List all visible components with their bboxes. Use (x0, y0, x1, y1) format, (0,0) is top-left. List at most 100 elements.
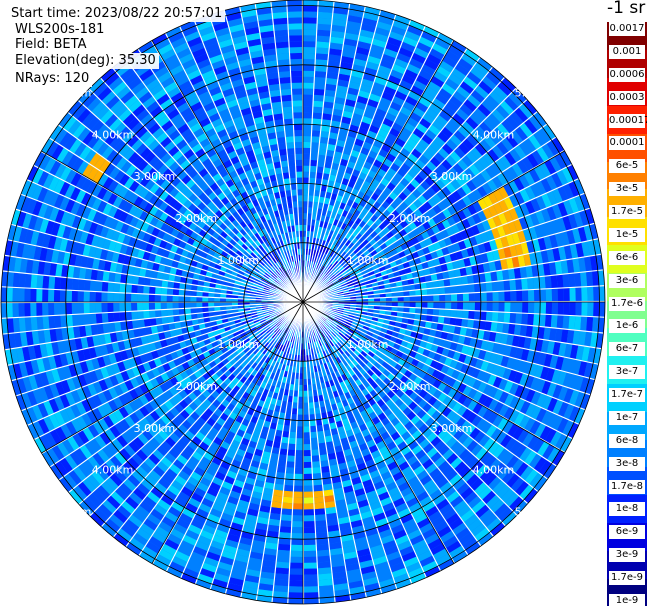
range-gate (314, 491, 324, 498)
range-gate (427, 309, 433, 316)
range-gate (304, 580, 318, 586)
range-gate (310, 160, 317, 166)
range-gate (280, 443, 288, 450)
range-gate (1, 303, 7, 318)
range-gate (521, 278, 528, 289)
range-gate (90, 281, 97, 292)
range-gate (293, 509, 303, 515)
range-gate (273, 490, 283, 497)
range-gate (432, 281, 439, 288)
range-gate (293, 503, 303, 509)
range-gate (72, 279, 79, 291)
range-gate (276, 568, 290, 575)
range-gate (119, 303, 125, 312)
range-gate (149, 310, 156, 318)
range-gate (451, 294, 457, 302)
range-gate (317, 161, 324, 168)
range-gate (314, 89, 325, 96)
range-gate (286, 467, 295, 474)
range-gate (319, 149, 327, 156)
range-gate (557, 275, 564, 288)
range-gate (310, 420, 316, 426)
range-gate (433, 295, 439, 302)
range-gate (297, 415, 303, 421)
range-gate (37, 275, 44, 288)
range-gate (190, 302, 196, 308)
range-gate (292, 521, 303, 527)
range-gate (509, 280, 516, 291)
range-gate (469, 302, 475, 310)
range-gate (294, 480, 303, 486)
range-gate (480, 311, 487, 320)
range-gate (291, 414, 297, 420)
range-gate (303, 118, 312, 124)
range-gate (202, 297, 208, 302)
range-gate (31, 317, 38, 331)
range-gate (576, 302, 582, 316)
range-gate (173, 289, 179, 296)
range-gate (25, 274, 32, 288)
range-gate (290, 420, 296, 426)
range-gate (312, 130, 321, 137)
range-gate (304, 592, 318, 598)
range-gate (280, 526, 292, 533)
range-gate (310, 154, 318, 160)
range-gate (310, 432, 317, 439)
range-gate (449, 278, 456, 286)
range-gate (289, 586, 303, 592)
range-gate (320, 460, 329, 467)
range-gate (581, 287, 587, 301)
range-gate (114, 283, 121, 293)
range-gate (196, 302, 202, 307)
range-gate (504, 280, 511, 290)
range-gate (318, 443, 326, 450)
range-gate (287, 450, 295, 457)
range-gate (179, 296, 185, 302)
range-gate (563, 274, 570, 287)
range-gate (202, 302, 208, 307)
range-gate (137, 311, 144, 319)
range-gate (313, 485, 323, 492)
range-gate (317, 550, 330, 557)
range-gate (510, 313, 517, 324)
range-gate (107, 303, 113, 313)
range-gate (492, 312, 499, 322)
range-gate (311, 148, 319, 155)
range-gate (314, 497, 324, 504)
range-gate (315, 520, 326, 527)
range-gate (324, 102, 334, 109)
range-gate (131, 303, 137, 311)
range-gate (304, 586, 318, 592)
range-gate (314, 83, 325, 90)
range-gate (534, 302, 540, 314)
range-gate (475, 293, 481, 302)
range-gate (427, 302, 433, 308)
range-gate (323, 484, 333, 491)
range-gate (303, 112, 312, 118)
range-gate (322, 113, 332, 120)
range-gate (96, 313, 103, 323)
range-gate (90, 314, 97, 325)
range-gate (179, 302, 185, 308)
range-gate (1, 287, 7, 302)
range-gate (557, 315, 564, 328)
range-gate (445, 294, 451, 301)
range-gate (42, 303, 48, 316)
range-gate (303, 47, 315, 53)
range-gate (304, 574, 318, 580)
range-gate (276, 562, 289, 569)
range-gate (485, 321, 492, 331)
range-gate (295, 456, 303, 462)
range-gate (439, 287, 446, 294)
range-gate (167, 309, 174, 316)
range-gate (317, 36, 330, 43)
range-gate (78, 279, 85, 290)
range-gate (546, 289, 552, 301)
range-gate (490, 271, 497, 281)
range-gate (315, 508, 326, 515)
range-gate (150, 318, 157, 326)
range-gate (445, 309, 451, 317)
range-gate (285, 479, 294, 486)
range-gate (317, 166, 324, 173)
range-gate (125, 293, 131, 302)
